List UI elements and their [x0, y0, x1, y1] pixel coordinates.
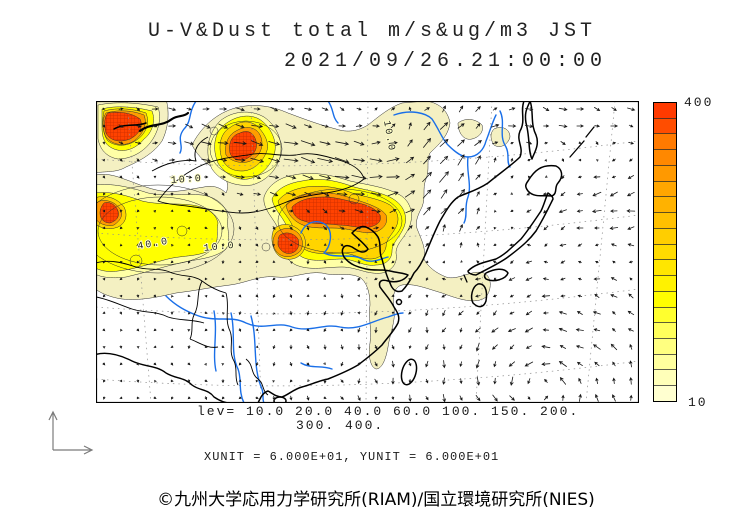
colorbar-segment: [654, 243, 676, 260]
colorbar-segment: [654, 212, 676, 228]
colorbar-segment: [654, 322, 676, 339]
colorbar-segment: [654, 259, 676, 276]
vector-units-label: XUNIT = 6.000E+01, YUNIT = 6.000E+01: [204, 450, 500, 464]
vector-unit-axes: [48, 410, 94, 455]
contour-levels-line1: lev= 10.0 20.0 40.0 60.0 100. 150. 200.: [197, 404, 580, 419]
colorbar-segment: [654, 133, 676, 150]
colorbar-segment: [654, 275, 676, 291]
chart-datetime: 2021/09/26.21:00:00: [284, 50, 608, 73]
lake-marks: [113, 111, 190, 133]
contour-label: 10.0: [203, 241, 236, 255]
copyright-footer: ©九州大学応用力学研究所(RIAM)/国立環境研究所(NIES): [157, 490, 595, 510]
contour-levels-line2: 300. 400.: [296, 418, 385, 433]
colorbar: [653, 102, 677, 402]
colorbar-segment: [654, 117, 676, 134]
chart-title: U-V&Dust total m/s&ug/m3 JST: [147, 20, 597, 43]
colorbar-min-label: 10: [688, 395, 708, 410]
colorbar-segment: [654, 290, 676, 307]
wind-arrow-paths: [102, 105, 636, 403]
colorbar-segment: [654, 338, 676, 354]
colorbar-segment: [654, 196, 676, 213]
dust-map: 10.040.0 10.010.0: [96, 101, 639, 403]
colorbar-segment: [654, 353, 676, 370]
colorbar-segment: [654, 164, 676, 181]
colorbar-segment: [654, 306, 676, 323]
colorbar-segment: [654, 385, 676, 401]
map-frame-border: [96, 101, 639, 403]
colorbar-segment: [654, 149, 676, 165]
colorbar-segment: [654, 227, 676, 244]
colorbar-max-label: 400: [684, 95, 714, 110]
contour-label: 40.0: [137, 237, 170, 253]
contour-label: 10.0: [171, 174, 204, 187]
wind-vectors: [102, 105, 636, 403]
colorbar-segment: [654, 180, 676, 197]
colorbar-segment: [654, 103, 676, 118]
graticule: [96, 101, 639, 403]
colorbar-segment: [654, 369, 676, 386]
rivers: [165, 101, 511, 403]
